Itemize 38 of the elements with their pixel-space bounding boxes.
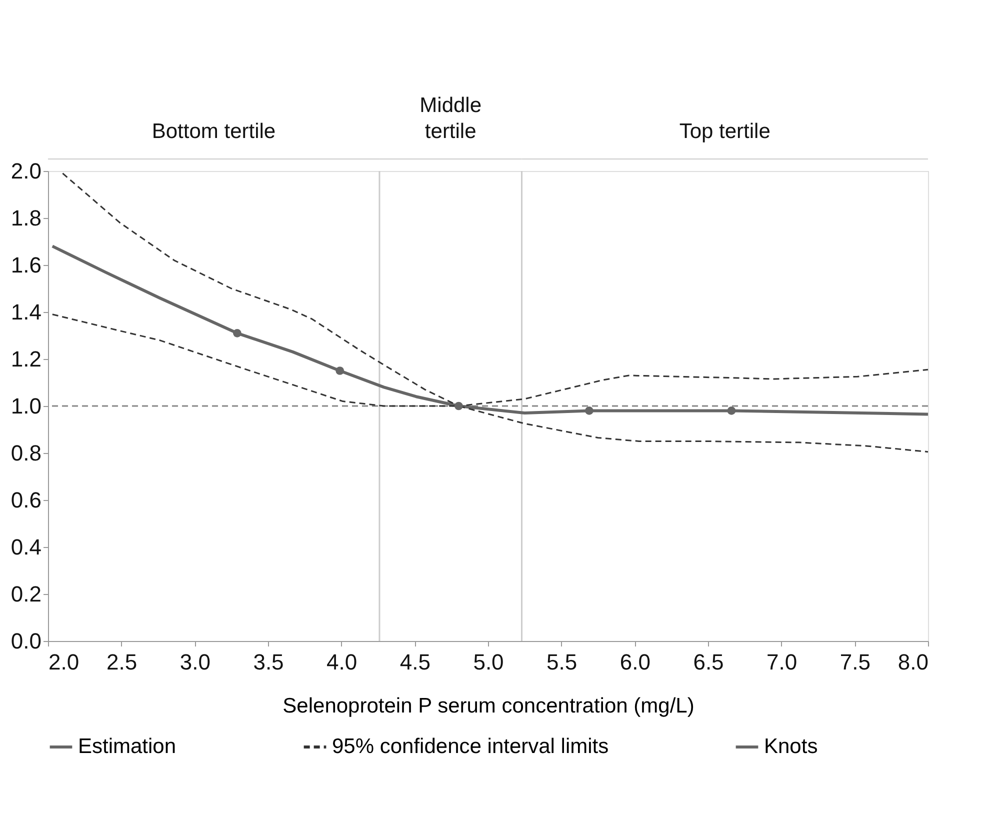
y-tick-label: 0.4 [10,534,42,560]
x-tick-label: 3.5 [253,650,284,674]
x-tick-label: 4.0 [326,650,358,674]
x-tick-label: 7.0 [766,650,798,674]
line-series [52,314,929,453]
y-tick-label: 1.0 [10,394,42,418]
x-tick-label: 2.5 [106,650,138,674]
y-tick-label: 1.8 [10,206,42,230]
x-tick-label: 3.0 [180,650,210,674]
legend-label: 95% confidence interval limits [332,735,609,758]
x-tick-label: 8.0 [898,650,928,674]
y-tick-label: 2.0 [10,158,42,184]
text: Top tertile [679,120,770,143]
x-tick-label: 5.0 [473,650,504,674]
line-series [50,244,930,416]
x-tick-label: 4.5 [400,650,430,674]
x-tick-label: 5.5 [546,650,578,674]
text: Middle tertile [420,94,482,143]
point [585,406,594,415]
y-tick-label: 0.0 [10,628,42,654]
point [336,366,344,375]
legend-label: Estimation [78,735,176,758]
x-tick-label: 6.0 [620,650,650,674]
text: Bottom tertile [152,120,276,143]
point [233,328,242,338]
x-axis-title: Selenoprotein P serum concentration (mg/L) [282,694,694,718]
y-tick-label: 1.4 [10,300,42,324]
x-tick-label: 7.5 [840,650,870,674]
x-tick-label: 2.0 [48,650,80,674]
y-tick-label: 1.2 [10,346,42,372]
point [727,406,736,415]
y-tick-label: 0.2 [10,582,42,606]
legend-label: Knots [764,735,818,758]
point [454,402,463,410]
y-tick-label: 0.6 [10,488,42,512]
y-tick-label: 1.6 [10,252,42,278]
y-tick-label: 0.8 [10,440,42,466]
x-tick-label: 6.5 [693,650,724,674]
